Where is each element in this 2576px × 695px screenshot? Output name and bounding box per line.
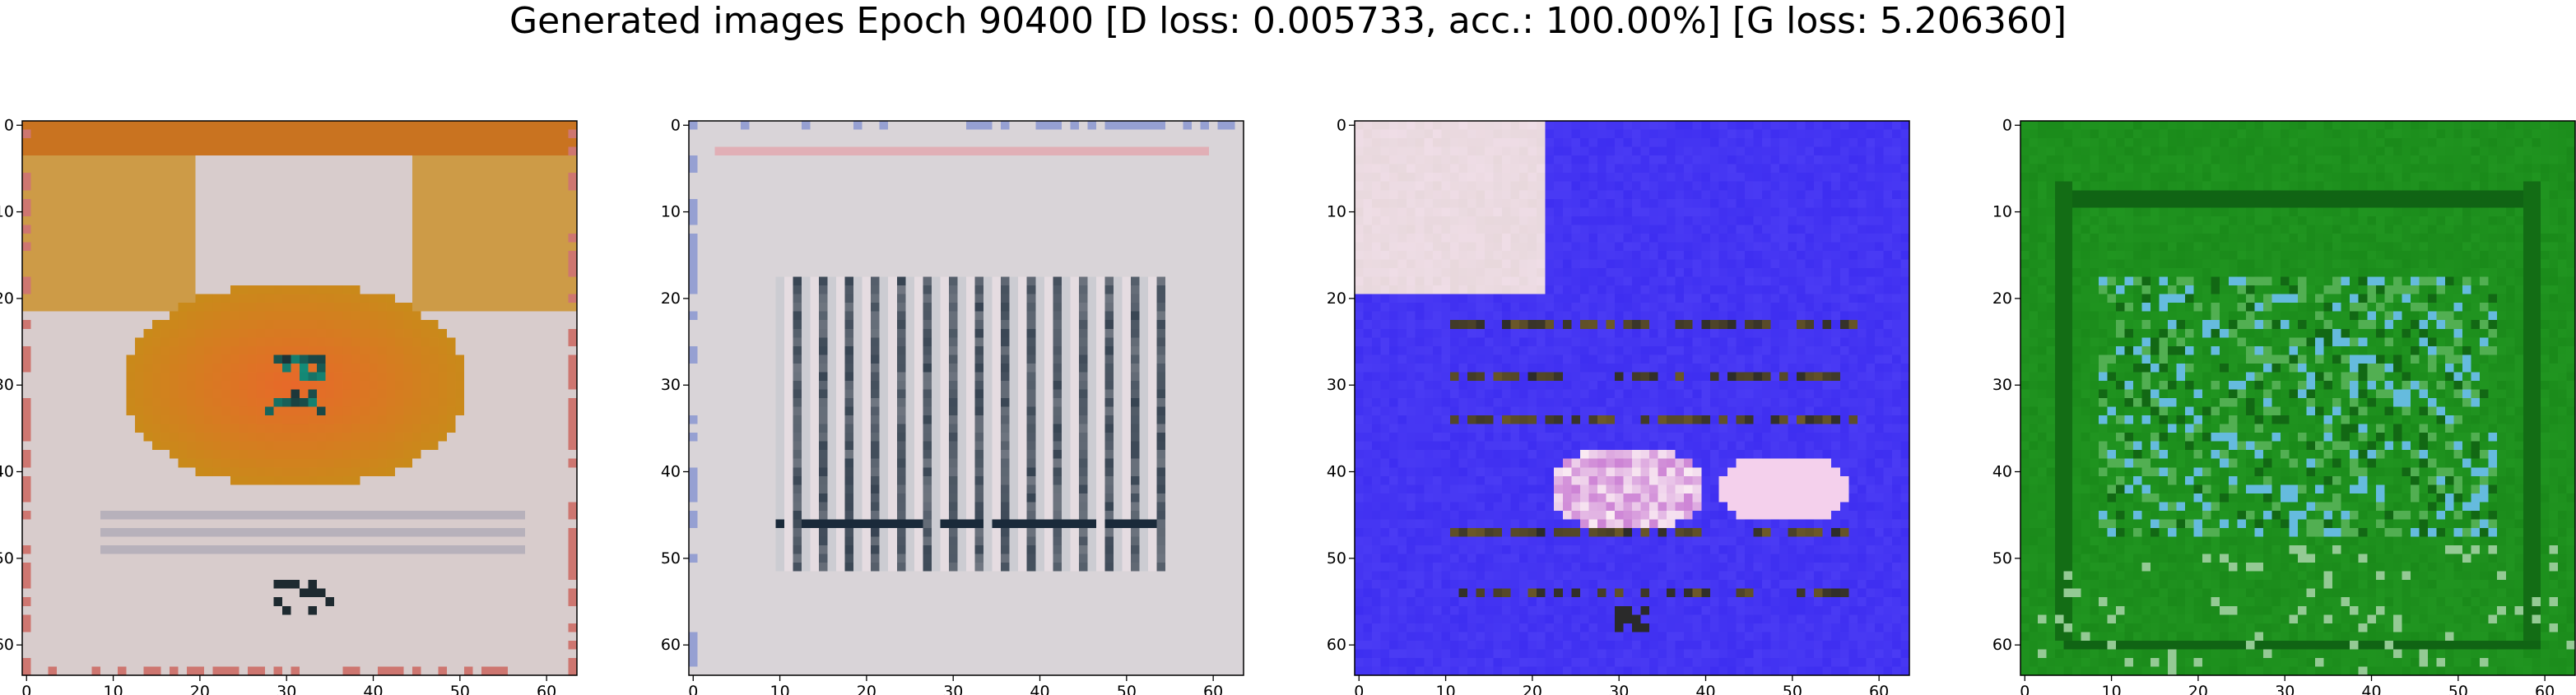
y-tick-label: 30 xyxy=(1327,376,1346,394)
y-tick-label: 60 xyxy=(661,636,681,654)
x-tick-label: 30 xyxy=(277,683,296,695)
image-3-plot: 0 10 20 30 40 50 60 0 10 20 30 40 50 60 xyxy=(1327,116,1910,695)
x-tick-label: 40 xyxy=(363,683,383,695)
x-tick-label: 50 xyxy=(1783,683,1802,695)
x-tick-label: 30 xyxy=(943,683,963,695)
y-tick-label: 40 xyxy=(0,463,14,481)
x-tick-label: 40 xyxy=(1695,683,1715,695)
y-tick-label: 10 xyxy=(1327,203,1346,221)
x-tick-label: 20 xyxy=(1523,683,1542,695)
x-tick-label: 60 xyxy=(1203,683,1223,695)
x-tick-label: 10 xyxy=(103,683,123,695)
y-tick-label: 0 xyxy=(2002,116,2012,134)
y-tick-label: 30 xyxy=(661,376,681,394)
x-tick-label: 40 xyxy=(2361,683,2381,695)
x-tick-label: 40 xyxy=(1030,683,1049,695)
x-tick-label: 60 xyxy=(537,683,556,695)
sample-3-frame xyxy=(1354,120,1910,676)
y-tick-label: 50 xyxy=(1327,549,1346,568)
y-tick-label: 60 xyxy=(1327,636,1346,654)
sample-4-frame xyxy=(2020,120,2576,676)
y-tick-label: 60 xyxy=(1992,636,2012,654)
x-tick-label: 20 xyxy=(857,683,876,695)
x-tick-label: 50 xyxy=(1117,683,1137,695)
x-tick-label: 30 xyxy=(2275,683,2295,695)
sample-3-pixels xyxy=(1355,121,1910,676)
image-panel-3: 0 10 20 30 40 50 60 0 10 20 30 40 50 60 xyxy=(1327,116,1910,695)
sample-1-frame xyxy=(21,120,578,676)
y-tick-label: 20 xyxy=(661,290,681,308)
sample-2-frame xyxy=(688,120,1244,676)
y-tick-label: 20 xyxy=(0,290,14,308)
y-tick-label: 20 xyxy=(1327,290,1346,308)
y-tick-label: 50 xyxy=(1992,549,2012,568)
y-tick-label: 0 xyxy=(4,116,14,134)
y-tick-label: 10 xyxy=(1992,203,2012,221)
x-tick-label: 20 xyxy=(2188,683,2208,695)
x-tick-label: 10 xyxy=(2101,683,2121,695)
image-1-plot: 0 10 20 30 40 50 60 0 10 20 30 40 50 60 xyxy=(0,116,578,695)
sample-2-pixels xyxy=(689,121,1244,676)
image-4-plot: 0 10 20 30 40 50 60 0 10 20 30 40 50 60 xyxy=(1992,116,2576,695)
x-tick-label: 30 xyxy=(1609,683,1629,695)
x-tick-label: 0 xyxy=(688,683,698,695)
y-tick-label: 10 xyxy=(0,203,14,221)
image-2-plot: 0 10 20 30 40 50 60 0 10 20 30 40 50 60 xyxy=(661,116,1244,695)
y-tick-label: 10 xyxy=(661,203,681,221)
x-tick-label: 20 xyxy=(190,683,210,695)
x-tick-label: 60 xyxy=(1869,683,1889,695)
image-panel-4: 0 10 20 30 40 50 60 0 10 20 30 40 50 60 xyxy=(1992,116,2576,695)
x-tick-label: 0 xyxy=(1354,683,1364,695)
sample-1-pixels xyxy=(22,121,578,676)
x-tick-label: 60 xyxy=(2535,683,2555,695)
y-tick-label: 40 xyxy=(1327,463,1346,481)
y-tick-label: 50 xyxy=(661,549,681,568)
x-tick-label: 0 xyxy=(21,683,31,695)
y-tick-label: 0 xyxy=(1337,116,1346,134)
sample-4-pixels xyxy=(2020,121,2576,676)
y-tick-label: 60 xyxy=(0,636,14,654)
y-tick-label: 30 xyxy=(0,376,14,394)
x-tick-label: 10 xyxy=(770,683,789,695)
image-panel-1: 0 10 20 30 40 50 60 0 10 20 30 40 50 60 xyxy=(0,116,578,695)
y-tick-label: 20 xyxy=(1992,290,2012,308)
x-tick-label: 50 xyxy=(450,683,470,695)
x-tick-label: 10 xyxy=(1435,683,1455,695)
y-tick-label: 40 xyxy=(661,463,681,481)
x-tick-label: 0 xyxy=(2020,683,2030,695)
y-tick-label: 40 xyxy=(1992,463,2012,481)
y-tick-label: 0 xyxy=(671,116,681,134)
y-tick-label: 50 xyxy=(0,549,14,568)
y-tick-label: 30 xyxy=(1992,376,2012,394)
image-panel-2: 0 10 20 30 40 50 60 0 10 20 30 40 50 60 xyxy=(661,116,1244,695)
x-tick-label: 50 xyxy=(2448,683,2468,695)
figure-title: Generated images Epoch 90400 [D loss: 0.… xyxy=(509,0,2067,42)
